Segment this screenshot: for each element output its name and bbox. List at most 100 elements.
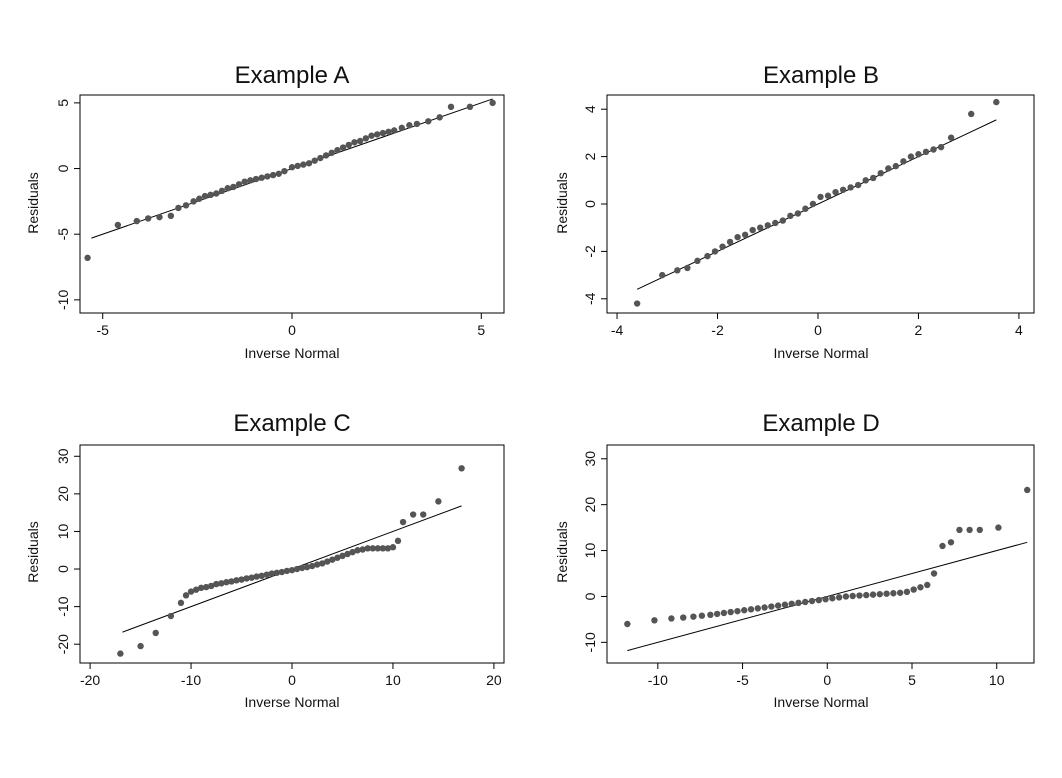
data-point bbox=[235, 181, 243, 188]
data-point bbox=[197, 584, 205, 592]
y-tick-label: 0 bbox=[55, 164, 71, 172]
data-point bbox=[308, 562, 316, 570]
data-point bbox=[829, 595, 836, 602]
data-point bbox=[224, 185, 231, 192]
data-point bbox=[794, 210, 802, 217]
x-tick-label: -10 bbox=[181, 672, 201, 688]
panel-example-a: Example A Inverse Normal Residuals -5 0 5 -… bbox=[25, 62, 505, 361]
data-point bbox=[334, 554, 341, 561]
data-point bbox=[252, 175, 260, 183]
data-point bbox=[182, 592, 190, 599]
data-point bbox=[389, 544, 397, 551]
y-tick-label: 0 bbox=[582, 592, 598, 600]
data-point bbox=[659, 271, 666, 279]
data-point bbox=[311, 157, 318, 164]
data-point bbox=[175, 204, 182, 212]
data-point bbox=[253, 573, 260, 580]
data-point bbox=[137, 642, 144, 650]
data-point bbox=[218, 580, 225, 587]
data-point bbox=[862, 177, 869, 184]
data-point bbox=[734, 607, 741, 615]
x-tick-label: 5 bbox=[908, 672, 916, 688]
data-point bbox=[187, 588, 195, 595]
data-point bbox=[822, 596, 829, 603]
data-point bbox=[651, 617, 658, 624]
x-tick-label: 10 bbox=[385, 672, 401, 688]
data-point bbox=[768, 603, 775, 610]
data-point bbox=[968, 110, 975, 118]
data-point bbox=[248, 574, 255, 581]
data-point bbox=[924, 581, 931, 589]
data-point bbox=[719, 243, 726, 250]
data-point bbox=[317, 154, 324, 162]
data-point bbox=[339, 552, 346, 560]
data-point bbox=[243, 575, 250, 582]
data-point bbox=[489, 99, 496, 107]
data-point bbox=[849, 592, 856, 600]
data-point bbox=[809, 200, 817, 208]
panel-example-d: Example D Inverse Normal Residuals -10 -5… bbox=[554, 410, 1035, 710]
data-point bbox=[324, 558, 331, 565]
data-point bbox=[218, 187, 226, 195]
data-point bbox=[883, 590, 890, 597]
data-point bbox=[241, 178, 248, 185]
data-point bbox=[409, 511, 417, 518]
panel-title: Example A bbox=[235, 62, 350, 89]
data-point bbox=[177, 599, 185, 607]
y-axis-label: Residuals bbox=[554, 521, 570, 582]
data-point bbox=[876, 590, 884, 598]
y-tick-label: 10 bbox=[55, 523, 71, 539]
y-tick-label: -2 bbox=[582, 245, 598, 258]
x-tick-label: -20 bbox=[80, 672, 100, 688]
data-point bbox=[238, 576, 245, 583]
data-point bbox=[907, 153, 915, 160]
data-point bbox=[915, 151, 922, 158]
data-point bbox=[258, 174, 265, 181]
data-point bbox=[779, 217, 787, 224]
y-tick-label: -10 bbox=[55, 596, 71, 616]
data-point bbox=[322, 152, 330, 159]
data-point bbox=[268, 570, 276, 577]
plot-frame bbox=[79, 94, 505, 314]
data-point bbox=[436, 114, 443, 121]
data-point bbox=[896, 589, 904, 596]
data-point bbox=[937, 143, 945, 151]
data-point bbox=[741, 231, 749, 239]
data-point bbox=[114, 221, 122, 229]
data-point bbox=[726, 238, 734, 246]
data-point bbox=[228, 578, 235, 585]
data-point bbox=[917, 584, 924, 591]
data-point bbox=[754, 605, 762, 612]
data-point bbox=[863, 591, 870, 599]
data-point bbox=[305, 160, 313, 167]
data-point bbox=[633, 300, 641, 307]
data-point bbox=[192, 586, 200, 593]
data-point bbox=[854, 181, 862, 189]
data-point bbox=[275, 170, 282, 177]
data-point bbox=[856, 592, 863, 599]
x-axis-label: Inverse Normal bbox=[774, 345, 869, 361]
data-point bbox=[741, 607, 748, 614]
data-point bbox=[870, 174, 877, 182]
panel-example-c: Example C Inverse Normal Residuals -20 -1… bbox=[25, 410, 505, 710]
data-point bbox=[956, 526, 963, 534]
data-point bbox=[447, 103, 455, 111]
data-point bbox=[144, 215, 152, 222]
data-point bbox=[995, 524, 1002, 531]
data-point bbox=[133, 217, 140, 225]
x-tick-label: 0 bbox=[288, 322, 296, 338]
panel-example-b: Example B Inverse Normal Residuals -4 -2 0… bbox=[554, 62, 1035, 361]
y-tick-label: 2 bbox=[582, 153, 598, 161]
data-point bbox=[832, 188, 839, 196]
y-tick-label: 30 bbox=[55, 448, 71, 464]
x-tick-label: 0 bbox=[288, 672, 296, 688]
data-point bbox=[680, 614, 687, 621]
data-point bbox=[910, 586, 917, 593]
data-point bbox=[379, 129, 387, 137]
data-point bbox=[374, 545, 382, 552]
data-point bbox=[684, 264, 691, 272]
data-point bbox=[788, 600, 795, 607]
data-point bbox=[152, 629, 159, 637]
data-point bbox=[398, 124, 405, 132]
